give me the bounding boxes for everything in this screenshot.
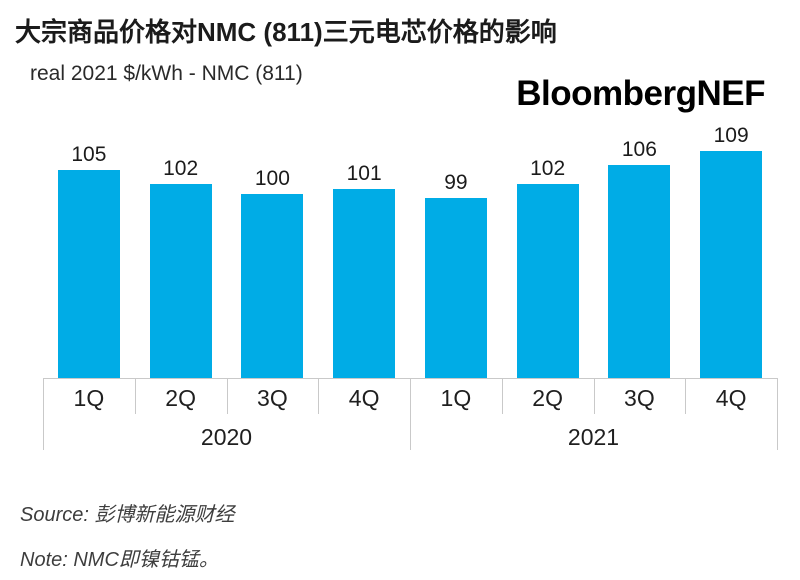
bar xyxy=(57,170,120,378)
bar-value-label: 109 xyxy=(713,124,749,147)
bar xyxy=(700,151,763,378)
bar-slot: 99 xyxy=(410,172,502,378)
bar-value-label: 102 xyxy=(163,157,199,180)
axis-tick-line xyxy=(43,378,44,450)
bar-slot: 100 xyxy=(227,168,319,378)
bar xyxy=(608,165,671,378)
bar-slot: 106 xyxy=(594,139,686,378)
axis-tick-line xyxy=(685,378,686,414)
quarter-axis-row: 1Q 2Q 3Q 4Q 1Q 2Q 3Q 4Q xyxy=(43,379,777,414)
x-tick-label: 3Q xyxy=(257,385,288,411)
bar-slot: 102 xyxy=(135,158,227,378)
year-axis-row: 2020 2021 xyxy=(43,414,777,450)
axis-tick-line xyxy=(777,378,778,450)
bloombergnef-logo: BloombergNEF xyxy=(516,74,765,113)
bar-value-label: 99 xyxy=(444,171,468,194)
bar-slot: 102 xyxy=(502,158,594,378)
x-tick-label: 4Q xyxy=(348,385,380,411)
bar xyxy=(241,194,304,378)
bar-value-label: 106 xyxy=(621,138,657,161)
year-label: 2021 xyxy=(567,423,620,450)
note-text: Note: NMC即镍钴锰。 xyxy=(20,549,219,571)
x-tick-label: 2Q xyxy=(532,385,563,411)
axis-tick-line xyxy=(227,378,228,414)
bar-value-label: 105 xyxy=(71,143,107,166)
x-tick-label: 4Q xyxy=(715,385,747,411)
axis-tick-line xyxy=(594,378,595,414)
bar-slot: 105 xyxy=(43,144,135,378)
axis-tick-line xyxy=(318,378,319,414)
bar-slot: 109 xyxy=(685,125,777,378)
bar-slot: 101 xyxy=(318,163,410,378)
x-tick-label: 2Q xyxy=(165,385,196,411)
bar xyxy=(333,189,396,378)
x-tick-label: 1Q xyxy=(73,385,105,411)
x-tick-label: 1Q xyxy=(440,385,472,411)
bar xyxy=(149,184,212,378)
source-text: Source: 彭博新能源财经 xyxy=(20,504,235,526)
axis-tick-line xyxy=(410,378,411,450)
x-tick-label: 3Q xyxy=(624,385,655,411)
bar-value-label: 101 xyxy=(346,162,382,185)
axis-unit-label: real 2021 $/kWh - NMC (811) xyxy=(30,62,303,85)
chart-title: 大宗商品价格对NMC (811)三元电芯价格的影响 xyxy=(15,17,557,47)
bar xyxy=(424,198,487,378)
axis-tick-line xyxy=(135,378,136,414)
plot-area: 105 102 100 101 99 102 106 109 xyxy=(43,0,777,378)
bar-value-label: 102 xyxy=(530,157,566,180)
axis-tick-line xyxy=(502,378,503,414)
year-label: 2020 xyxy=(200,423,253,450)
bar xyxy=(516,184,579,378)
bar-value-label: 100 xyxy=(254,167,290,190)
